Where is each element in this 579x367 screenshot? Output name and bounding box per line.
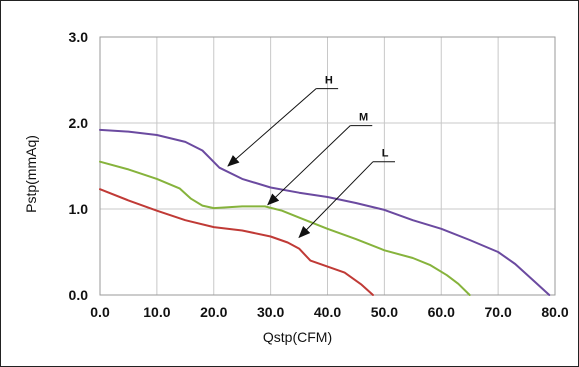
- y-tick-label: 3.0: [69, 29, 89, 45]
- annotation-arrow-h: [227, 88, 317, 167]
- x-tick-label: 20.0: [200, 304, 227, 320]
- x-tick-label: 50.0: [371, 304, 398, 320]
- axes: 0.0 10.0 20.0 30.0 40.0 50.0 60.0 70.0 80.0 0.0 1.…: [69, 29, 569, 320]
- annotation-label-l: L: [382, 148, 389, 160]
- annotation-arrow-m: [267, 125, 351, 206]
- annotations: H M L: [227, 75, 395, 239]
- series-line-l: [99, 188, 374, 296]
- y-tick-label: 0.0: [69, 287, 89, 303]
- annotation-arrow-l: [298, 161, 374, 239]
- annotation-label-h: H: [325, 75, 333, 87]
- series: [99, 128, 551, 296]
- x-tick-label: 60.0: [428, 304, 455, 320]
- x-tick-label: 10.0: [143, 304, 170, 320]
- series-line-m: [99, 160, 471, 296]
- plot-area-border: [99, 36, 556, 296]
- x-tick-label: 70.0: [485, 304, 512, 320]
- x-tick-label: 80.0: [541, 304, 568, 320]
- x-tick-label: 40.0: [314, 304, 341, 320]
- y-tick-label: 1.0: [69, 201, 89, 217]
- x-tick-label: 30.0: [257, 304, 284, 320]
- annotation-label-m: M: [359, 112, 368, 124]
- y-axis-title: Pstp(mmAq): [23, 135, 39, 213]
- y-tick-label: 2.0: [69, 115, 89, 131]
- x-axis-title: Qstp(CFM): [263, 329, 332, 345]
- x-tick-label: 0.0: [90, 304, 110, 320]
- series-line-h: [99, 128, 551, 296]
